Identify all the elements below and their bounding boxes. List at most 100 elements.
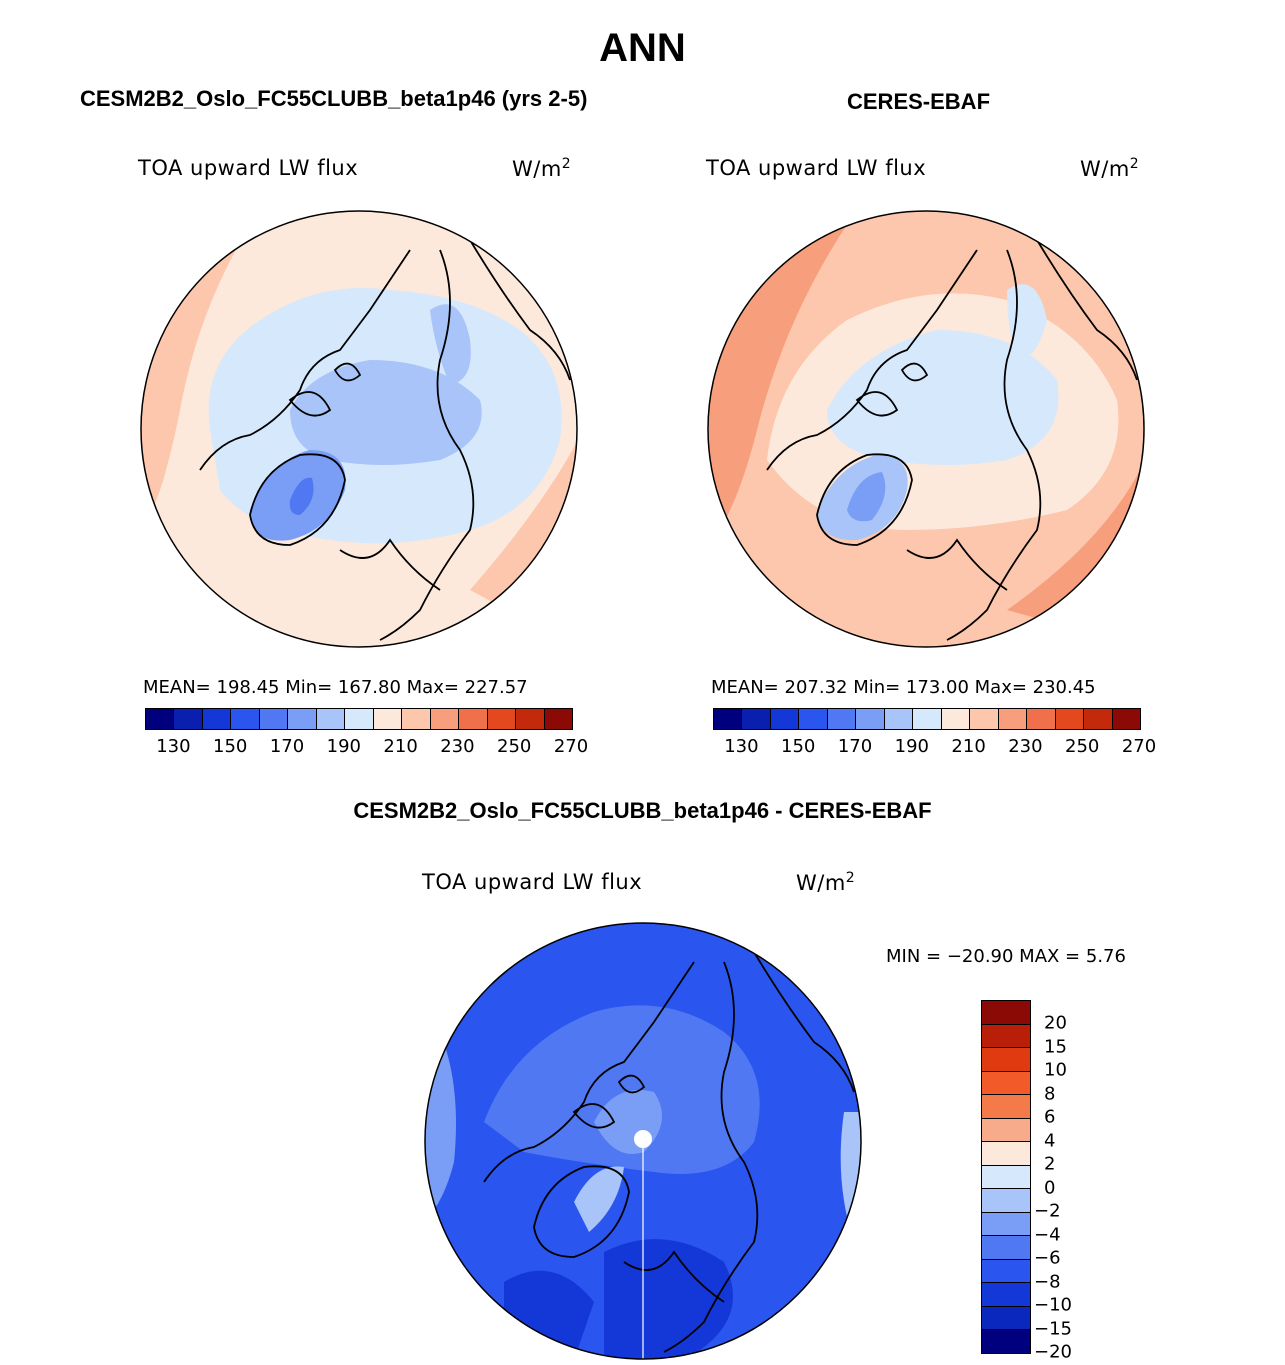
diff-map-deep [604,1239,733,1359]
panel-1-colorbar-labels: 130 150 170 190 210 230 250 270 [145,736,588,758]
page-title: ANN [599,26,686,70]
colorbar-swatch [714,709,742,729]
colorbar-label: −15 [1034,1318,1072,1340]
panel-2-units: W/m2 [1080,156,1140,181]
colorbar-swatch [982,1094,1030,1118]
colorbar-swatch [883,709,913,729]
colorbar-label: 15 [1044,1036,1067,1058]
panel-2-variable: TOA upward LW flux [706,156,927,180]
colorbar-label: 20 [1044,1012,1067,1034]
map-1-arctic-mid-2 [430,304,471,385]
colorbar-swatch [969,709,998,729]
colorbar-swatch [429,709,459,729]
colorbar-swatch [543,709,573,729]
colorbar-swatch [287,709,316,729]
colorbar-swatch [826,709,856,729]
map-2-coastlines [766,239,1138,641]
colorbar-swatch [912,709,941,729]
colorbar-swatch [982,1258,1030,1283]
map-2-border [707,210,1145,648]
colorbar-swatch [458,709,487,729]
panel-1-title: CESM2B2_Oslo_FC55CLUBB_beta1p46 (yrs 2-5… [80,86,588,111]
panel-1-colorbar [145,708,573,730]
colorbar-label: 150 [781,736,816,757]
diff-map-pole-mask [634,1130,652,1148]
colorbar-swatch [982,1070,1030,1095]
diff-panel-units: W/m2 [796,870,856,895]
colorbar-swatch [1054,709,1084,729]
diff-colorbar-labels: 20 15 10 8 6 4 2 0 −2 −4 −6 −8 −10 −15 −20 [1034,1000,1100,1363]
colorbar-swatch [515,709,544,729]
diff-map-greenland-streaks [574,1166,624,1232]
colorbar-label: −8 [1034,1271,1061,1293]
colorbar-swatch [997,709,1027,729]
colorbar-swatch [982,1117,1030,1142]
colorbar-swatch [173,709,202,729]
colorbar-swatch [855,709,884,729]
panel-1-units: W/m2 [512,156,572,181]
diff-map [424,922,862,1360]
map-1-greenland-core [289,477,314,515]
diff-colorbar [981,1000,1031,1354]
diff-map-border [424,922,862,1360]
diff-map-coastlines [483,951,855,1353]
panel-1-map [140,210,578,648]
colorbar-label: 270 [553,736,589,757]
panel-1-stats: MEAN= 198.45 Min= 167.80 Max= 227.57 [143,677,528,698]
colorbar-label: 190 [894,736,929,757]
colorbar-swatch [258,709,288,729]
panel-2-stats: MEAN= 207.32 Min= 173.00 Max= 230.45 [711,677,1096,698]
colorbar-label: 270 [1121,736,1157,757]
colorbar-label: 230 [1008,736,1043,757]
colorbar-swatch [982,1047,1030,1071]
colorbar-label: 190 [326,736,361,757]
diff-map-mid [484,1005,760,1174]
map-1-coastlines [199,239,571,641]
colorbar-label: −10 [1034,1294,1072,1316]
colorbar-swatch [344,709,373,729]
colorbar-label: −20 [1034,1341,1072,1363]
colorbar-label: 10 [1044,1059,1067,1081]
colorbar-label: −4 [1034,1224,1061,1246]
colorbar-swatch [982,1164,1030,1189]
colorbar-swatch [798,709,827,729]
panel-2-colorbar [713,708,1141,730]
colorbar-label: 170 [837,736,873,757]
colorbar-label: 250 [1065,736,1100,757]
colorbar-swatch [230,709,259,729]
diff-panel-title: CESM2B2_Oslo_FC55CLUBB_beta1p46 - CERES-… [353,798,932,823]
colorbar-swatch [315,709,345,729]
panel-2-title: CERES-EBAF [847,89,991,114]
colorbar-swatch [1111,709,1141,729]
colorbar-label: 0 [1044,1177,1056,1199]
panel-2-colorbar-labels: 130 150 170 190 210 230 250 270 [713,736,1156,758]
colorbar-swatch [1026,709,1055,729]
colorbar-label: 150 [213,736,248,757]
colorbar-swatch [982,1305,1030,1330]
colorbar-swatch [146,709,174,729]
colorbar-label: 8 [1044,1083,1056,1105]
colorbar-swatch [741,709,770,729]
colorbar-swatch [982,1235,1030,1259]
colorbar-swatch [982,1188,1030,1212]
colorbar-swatch [982,1023,1030,1048]
map-2-greenland-core [847,472,886,522]
colorbar-swatch [769,709,799,729]
diff-panel-minmax: MIN = −20.90 MAX = 5.76 [886,946,1126,967]
colorbar-swatch [201,709,231,729]
map-1-arctic-mid [290,360,482,465]
colorbar-label: 210 [951,736,986,757]
colorbar-label: 170 [269,736,305,757]
colorbar-swatch [486,709,516,729]
colorbar-swatch [372,709,402,729]
colorbar-swatch [982,1329,1030,1353]
colorbar-swatch [401,709,430,729]
map-2-arctic-light [827,330,1059,465]
panel-2-map [707,210,1145,648]
colorbar-swatch [982,1211,1030,1236]
colorbar-label: −6 [1034,1247,1061,1269]
colorbar-swatch [940,709,970,729]
colorbar-swatch [1083,709,1112,729]
colorbar-label: 210 [383,736,418,757]
diff-panel-variable: TOA upward LW flux [422,870,643,894]
